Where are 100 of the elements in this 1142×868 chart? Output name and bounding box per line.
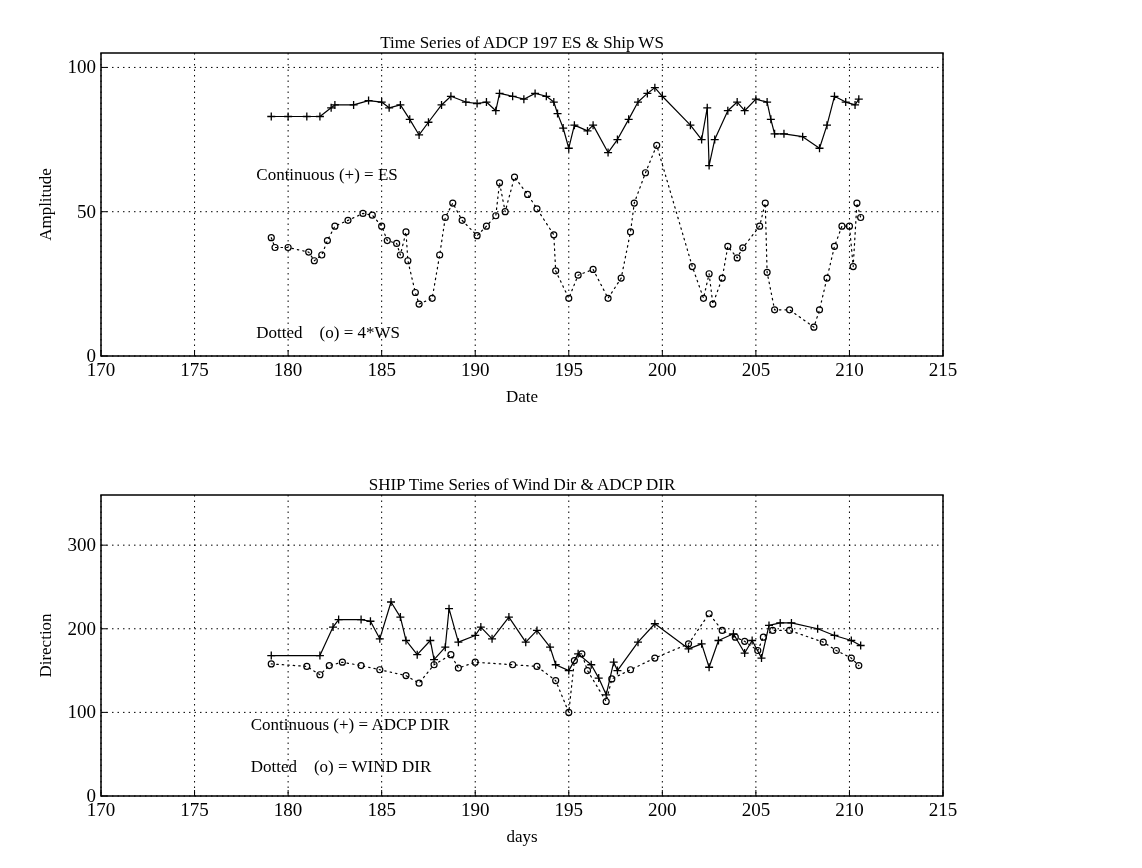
x-tick-label: 175 xyxy=(180,799,209,820)
point xyxy=(594,673,604,683)
x-tick-label: 200 xyxy=(648,359,677,380)
point xyxy=(762,97,772,107)
point xyxy=(633,637,643,647)
x-tick-label: 185 xyxy=(367,359,396,380)
point xyxy=(786,618,797,628)
x-tick-label: 210 xyxy=(835,799,864,820)
point xyxy=(565,708,573,716)
point xyxy=(552,677,560,685)
point xyxy=(764,620,774,631)
point xyxy=(330,100,340,110)
point xyxy=(487,634,497,644)
point xyxy=(504,612,514,622)
point xyxy=(573,649,583,659)
point xyxy=(741,637,749,645)
point xyxy=(315,650,325,661)
x-tick-label: 180 xyxy=(273,359,303,380)
point xyxy=(446,91,456,101)
point xyxy=(549,97,559,107)
point xyxy=(570,656,578,665)
point xyxy=(588,120,598,130)
point xyxy=(684,640,693,648)
point xyxy=(283,111,293,122)
point xyxy=(651,654,659,662)
point xyxy=(395,612,406,622)
point xyxy=(377,97,387,107)
point xyxy=(402,672,410,680)
annotation: Dotted (o) = 4*WS xyxy=(256,322,400,342)
point xyxy=(608,675,616,683)
point xyxy=(756,653,767,663)
point xyxy=(841,97,851,107)
point xyxy=(747,635,757,646)
point xyxy=(705,610,713,618)
point xyxy=(850,100,860,110)
point xyxy=(569,120,580,130)
point xyxy=(769,626,777,635)
point xyxy=(740,648,750,658)
point xyxy=(444,604,454,614)
point xyxy=(472,98,482,109)
x-tick-label: 185 xyxy=(367,799,396,820)
point xyxy=(328,622,338,632)
point xyxy=(436,100,447,110)
point xyxy=(533,662,541,670)
point xyxy=(447,651,455,659)
point xyxy=(832,646,840,655)
point xyxy=(315,111,325,122)
annotation: Continuous (+) = ES xyxy=(256,165,398,185)
point xyxy=(819,638,827,646)
chart-title: Time Series of ADCP 197 ES & Ship WS xyxy=(380,33,664,52)
y-tick-label: 50 xyxy=(77,200,96,222)
point xyxy=(415,679,423,687)
point xyxy=(532,625,542,636)
point xyxy=(779,129,789,139)
point xyxy=(847,654,855,662)
point xyxy=(530,88,540,99)
point xyxy=(775,618,785,628)
point xyxy=(509,661,517,669)
point xyxy=(582,126,593,136)
x-tick-label: 190 xyxy=(460,799,490,820)
point xyxy=(471,658,479,666)
point xyxy=(822,120,832,130)
x-tick-label: 195 xyxy=(554,359,584,380)
chart-title: SHIP Time Series of Wind Dir & ADCP DIR xyxy=(368,475,676,494)
annotation: Dotted (o) = WIND DIR xyxy=(250,756,433,776)
y-tick-label: 100 xyxy=(67,701,96,723)
x-tick-label: 175 xyxy=(180,359,209,380)
y-axis-title: Direction xyxy=(36,612,55,678)
point xyxy=(430,661,438,669)
y-axis-title: Amplitude xyxy=(36,168,55,241)
point xyxy=(357,661,365,670)
x-axis-title: Date xyxy=(505,387,539,406)
point xyxy=(731,633,739,641)
point xyxy=(326,103,336,113)
point xyxy=(545,642,555,652)
point xyxy=(603,147,613,158)
point xyxy=(602,697,610,706)
point xyxy=(401,635,411,646)
y-tick-label: 100 xyxy=(67,56,96,78)
point xyxy=(583,666,592,675)
point xyxy=(732,97,742,107)
point xyxy=(481,97,492,107)
point xyxy=(578,650,586,658)
point xyxy=(855,661,863,670)
point xyxy=(386,597,396,607)
x-tick-label: 215 xyxy=(928,799,958,820)
x-tick-label: 210 xyxy=(835,359,864,380)
point xyxy=(519,94,529,104)
point xyxy=(785,626,794,635)
point xyxy=(626,666,635,674)
point xyxy=(476,622,486,632)
point xyxy=(303,662,311,670)
point xyxy=(414,130,424,140)
point xyxy=(633,97,643,107)
x-tick-label: 205 xyxy=(741,799,771,820)
point xyxy=(316,671,324,679)
point xyxy=(348,100,359,110)
point xyxy=(759,633,767,641)
point xyxy=(754,646,762,655)
x-tick-label: 215 xyxy=(928,359,958,380)
